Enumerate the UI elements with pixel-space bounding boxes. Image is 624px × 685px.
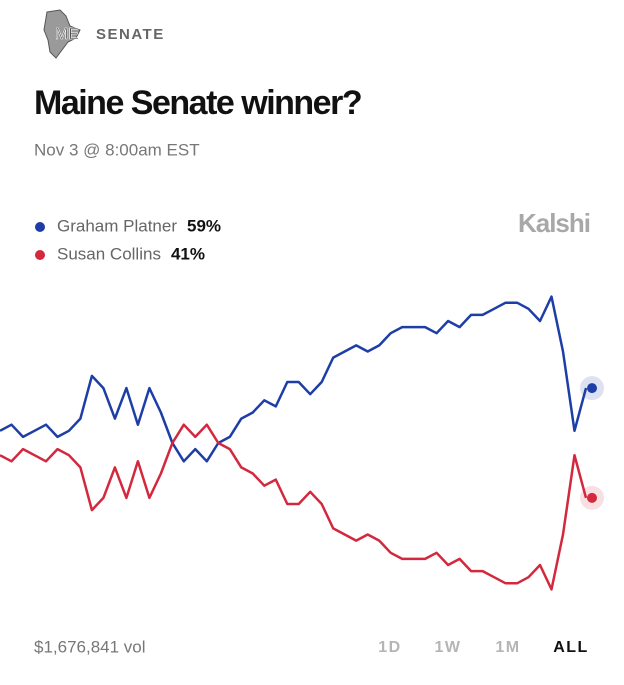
brand: Kalshi: [518, 208, 590, 238]
state-icon: ME: [43, 9, 81, 59]
legend-swatch: [35, 222, 45, 232]
range-button[interactable]: 1D: [378, 639, 401, 656]
range-button[interactable]: 1M: [495, 639, 520, 656]
range-button[interactable]: ALL: [553, 639, 589, 656]
legend-label: Susan Collins: [57, 244, 161, 263]
range-button[interactable]: 1W: [435, 639, 462, 656]
series-line: [0, 423, 588, 591]
state-badge: ME: [55, 26, 79, 43]
end-point: [587, 492, 597, 503]
legend-label: Graham Platner: [57, 216, 177, 235]
legend-value: 41%: [171, 244, 205, 263]
series-line: [0, 295, 588, 463]
legend-swatch: [35, 250, 45, 260]
chart-subtitle: Nov 3 @ 8:00am EST: [34, 140, 200, 159]
volume: $1,676,841 vol: [34, 637, 146, 656]
legend-value: 59%: [187, 216, 221, 235]
end-point: [587, 383, 597, 394]
chart-title: Maine Senate winner?: [34, 84, 361, 122]
section-label: SENATE: [96, 26, 165, 43]
